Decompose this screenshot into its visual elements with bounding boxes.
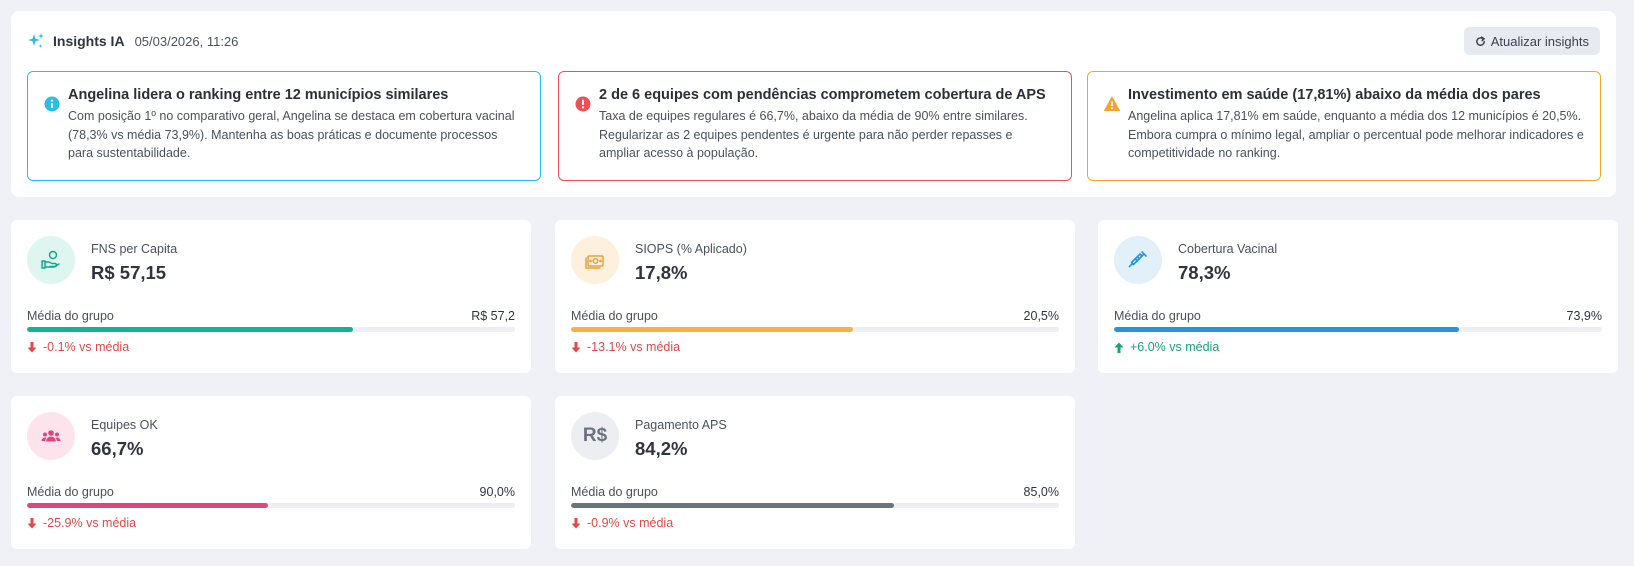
real-currency-glyph: R$ <box>582 425 608 446</box>
insight-text: Com posição 1º no comparativo geral, Ang… <box>68 109 515 160</box>
refresh-icon <box>1475 35 1486 47</box>
kpi-value: 17,8% <box>635 262 688 283</box>
insights-timestamp: 05/03/2026, 11:26 <box>134 33 239 49</box>
insights-panel: Insights IA 05/03/2026, 11:26 Atualizar … <box>11 11 1616 197</box>
money-icon <box>571 236 619 284</box>
delta-indicator: +6.0% vs média <box>1114 340 1219 354</box>
group-average-label: Média do grupo <box>571 485 658 499</box>
insight-title: 2 de 6 equipes com pendências compromete… <box>599 87 1046 103</box>
delta-text: +6.0% vs média <box>1130 340 1220 354</box>
real-currency-icon: R$ <box>571 412 619 460</box>
insight-card-investimento: Investimento em saúde (17,81%) abaixo da… <box>1087 71 1601 181</box>
refresh-insights-button[interactable]: Atualizar insights <box>1463 27 1600 55</box>
kpi-card-siops: SIOPS (% Aplicado) 17,8% Média do grupo … <box>555 220 1075 373</box>
hand-coin-icon <box>27 236 75 284</box>
insight-text: Angelina aplica 17,81% em saúde, enquant… <box>1128 109 1584 160</box>
group-average-value: 73,9% <box>1566 309 1602 323</box>
progress-fill <box>27 327 353 332</box>
refresh-insights-label: Atualizar insights <box>1490 33 1589 49</box>
arrow-down-icon <box>27 341 37 353</box>
kpi-label: Equipes OK <box>91 418 158 432</box>
group-average-label: Média do grupo <box>1114 309 1201 323</box>
users-icon <box>27 412 75 460</box>
group-average-value: R$ 57,2 <box>471 309 515 323</box>
alert-circle-icon <box>575 96 591 112</box>
insights-title: Insights IA <box>53 33 125 49</box>
delta-indicator: -0.9% vs média <box>571 516 673 530</box>
arrow-down-icon <box>571 341 581 353</box>
progress-track <box>1114 327 1602 332</box>
kpi-label: Cobertura Vacinal <box>1178 242 1278 256</box>
kpi-card-fns: FNS per Capita R$ 57,15 Média do grupo R… <box>11 220 531 373</box>
kpi-card-cobertura-vacinal: Cobertura Vacinal 78,3% Média do grupo 7… <box>1098 220 1618 373</box>
insights-header: Insights IA 05/03/2026, 11:26 <box>27 31 238 51</box>
delta-indicator: -0.1% vs média <box>27 340 129 354</box>
insight-title: Angelina lidera o ranking entre 12 munic… <box>68 87 449 103</box>
group-average-value: 20,5% <box>1023 309 1059 323</box>
delta-text: -0.1% vs média <box>43 340 130 354</box>
progress-fill <box>571 503 895 508</box>
warning-icon <box>1104 96 1120 112</box>
delta-text: -13.1% vs média <box>587 340 681 354</box>
kpi-label: Pagamento APS <box>635 418 727 432</box>
arrow-down-icon <box>571 517 581 529</box>
group-average-value: 85,0% <box>1023 485 1059 499</box>
kpi-label: FNS per Capita <box>91 242 178 256</box>
progress-track <box>571 503 1059 508</box>
progress-track <box>27 503 515 508</box>
group-average-label: Média do grupo <box>27 485 114 499</box>
progress-track <box>27 327 515 332</box>
delta-text: -0.9% vs média <box>587 516 674 530</box>
info-icon <box>44 96 60 112</box>
syringe-icon <box>1114 236 1162 284</box>
progress-fill <box>1114 327 1459 332</box>
insight-card-ranking: Angelina lidera o ranking entre 12 munic… <box>27 71 541 181</box>
delta-indicator: -25.9% vs média <box>27 516 136 530</box>
kpi-card-pagamento-aps: R$ Pagamento APS 84,2% Média do grupo 85… <box>555 396 1075 549</box>
progress-fill <box>571 327 854 332</box>
kpi-value: R$ 57,15 <box>91 262 167 283</box>
kpi-value: 78,3% <box>1178 262 1231 283</box>
sparkles-icon <box>27 32 45 50</box>
group-average-label: Média do grupo <box>27 309 114 323</box>
insight-text: Taxa de equipes regulares é 66,7%, abaix… <box>599 109 1028 160</box>
insight-card-equipes: 2 de 6 equipes com pendências compromete… <box>558 71 1072 181</box>
delta-indicator: -13.1% vs média <box>571 340 680 354</box>
progress-fill <box>27 503 269 508</box>
arrow-up-icon <box>1114 342 1124 353</box>
group-average-label: Média do grupo <box>571 309 658 323</box>
insight-title: Investimento em saúde (17,81%) abaixo da… <box>1128 87 1541 103</box>
group-average-value: 90,0% <box>479 485 515 499</box>
delta-text: -25.9% vs média <box>43 516 137 530</box>
kpi-value: 84,2% <box>635 438 688 459</box>
arrow-down-icon <box>27 517 37 529</box>
progress-track <box>571 327 1059 332</box>
kpi-value: 66,7% <box>91 438 144 459</box>
kpi-card-equipes-ok: Equipes OK 66,7% Média do grupo 90,0% -2… <box>11 396 531 549</box>
kpi-label: SIOPS (% Aplicado) <box>635 242 747 256</box>
